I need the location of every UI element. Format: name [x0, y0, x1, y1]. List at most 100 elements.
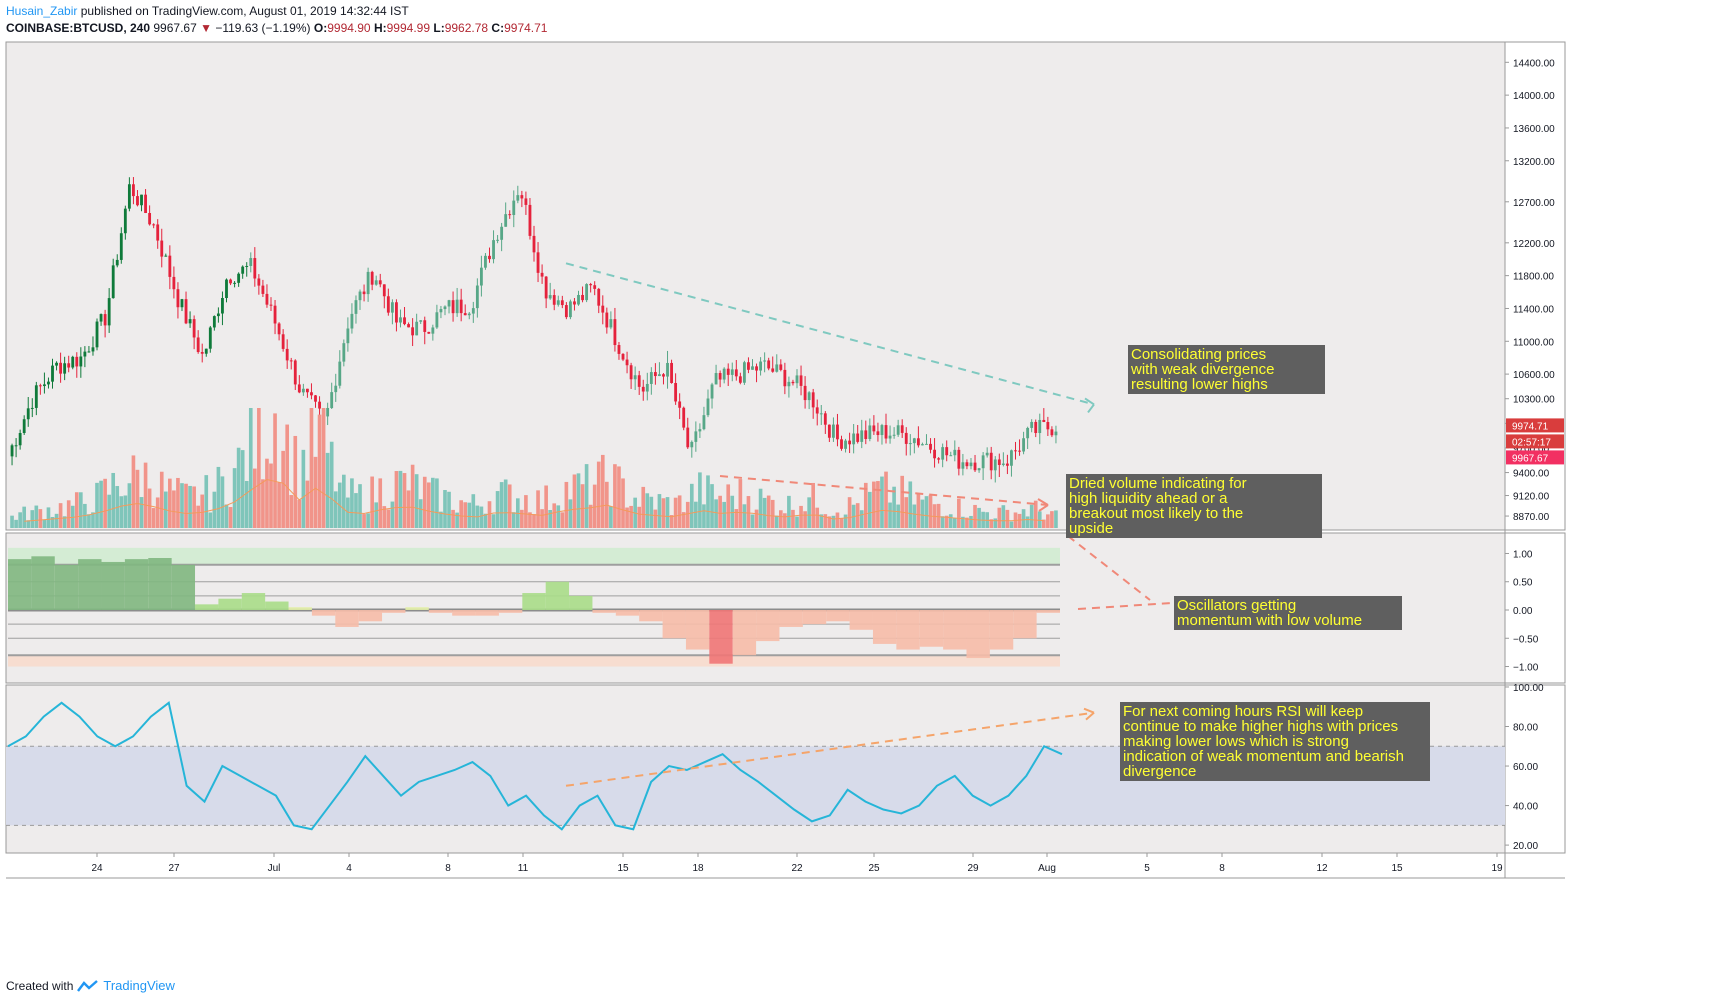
candle-body: [573, 301, 576, 305]
price-pane[interactable]: [6, 42, 1505, 530]
osc-bar: [615, 610, 640, 616]
volume-bar: [1054, 510, 1058, 528]
volume-bar: [916, 493, 921, 528]
price-tick-label: 11000.00: [1513, 337, 1554, 348]
osc-bar: [989, 610, 1014, 650]
rsi-annotation-line: indication of weak momentum and bearish: [1123, 748, 1404, 765]
candle-body: [726, 368, 730, 375]
osc-bar: [452, 610, 476, 616]
osc-bar: [265, 601, 289, 610]
volume-bar: [823, 514, 828, 528]
candle-body: [1050, 429, 1054, 436]
candle-body: [192, 319, 196, 338]
price-tick-label: 8870.00: [1513, 512, 1550, 523]
volume-bar: [273, 413, 277, 528]
candle-body: [601, 305, 605, 313]
volume-bar: [548, 510, 553, 528]
volume-bar: [892, 486, 896, 528]
volume-bar: [722, 501, 726, 528]
candle-body: [318, 401, 321, 409]
volume-bar: [896, 504, 900, 528]
volume-bar: [876, 481, 880, 528]
volume-bar: [613, 464, 617, 528]
volume-bar: [127, 483, 132, 528]
osc-bar: [311, 610, 336, 616]
pane-border: [5, 532, 1566, 684]
volume-bar: [467, 502, 472, 528]
candle-body: [500, 226, 504, 240]
osc-bar: [849, 610, 873, 630]
volume-bar: [649, 496, 654, 528]
price-trendline[interactable]: [565, 262, 1095, 406]
candle-body: [314, 395, 317, 402]
volume-bar: [528, 512, 532, 528]
volume-bar: [734, 509, 739, 528]
candle-body: [1005, 463, 1009, 466]
candle-body: [504, 214, 508, 227]
candle-body: [1034, 421, 1038, 434]
volume-bar: [787, 495, 791, 528]
volume-bar: [99, 480, 103, 528]
volume-bar: [714, 499, 718, 528]
volume-bar: [799, 505, 803, 528]
candle-body: [771, 368, 775, 372]
candle-body: [508, 214, 512, 216]
candle-body: [629, 365, 633, 380]
price-tick-label: 11400.00: [1513, 304, 1554, 315]
tradingview-brand[interactable]: TradingView: [103, 978, 175, 993]
candle-body: [225, 279, 228, 299]
published-text: published on TradingView.com, August 01,…: [80, 4, 409, 18]
candle-body: [552, 295, 556, 305]
rsi-tick-label: 40.00: [1513, 802, 1538, 813]
volume-bar: [1017, 513, 1022, 528]
time-tick-label: 18: [692, 863, 704, 874]
candle-body: [714, 373, 718, 385]
candle-body: [694, 431, 698, 442]
candle-body: [532, 235, 536, 253]
author-link[interactable]: Husain_Zabir: [6, 4, 78, 18]
osc-bar: [756, 610, 780, 642]
volume-bar: [54, 513, 59, 528]
candle-body: [180, 299, 184, 308]
candle-body: [540, 272, 544, 277]
candle-body: [682, 407, 686, 428]
osc-bar: [919, 610, 944, 647]
open-value: 9994.90: [327, 21, 371, 35]
candle-body: [301, 388, 305, 393]
candle-body: [257, 278, 261, 286]
osc-bar: [569, 595, 593, 610]
rsi-tick-label: 100.00: [1513, 683, 1544, 694]
candle-body: [617, 345, 621, 354]
rsi-trendline[interactable]: [565, 711, 1095, 787]
candle-body: [91, 347, 95, 352]
candle-body: [993, 459, 997, 471]
time-axis[interactable]: [6, 853, 1505, 878]
osc-bar: [31, 556, 55, 610]
volume-bar: [30, 510, 35, 528]
candle-body: [350, 313, 354, 329]
volume-bar: [710, 484, 714, 528]
candle-body: [362, 291, 366, 295]
candle-body: [463, 313, 467, 316]
candle-body: [370, 271, 374, 285]
rsi-line[interactable]: [7, 701, 1063, 831]
volume-bar: [831, 515, 836, 528]
candle-body: [815, 407, 819, 414]
candle-body: [949, 455, 953, 457]
volume-bar: [123, 495, 128, 528]
volume-bar: [872, 481, 876, 528]
symbol-label: COINBASE:BTCUSD, 240: [6, 21, 151, 35]
rsi-annotation[interactable]: For next coming hours RSI will keepconti…: [1120, 702, 1430, 781]
volume-bar: [944, 515, 949, 528]
volume-bar: [532, 514, 536, 528]
candle-body: [176, 289, 180, 308]
candle-body: [621, 353, 625, 360]
volume-bar: [34, 505, 39, 528]
candle-body: [840, 439, 843, 449]
trendline-arrowhead: [1084, 397, 1095, 414]
rsi-tick-label: 20.00: [1513, 841, 1538, 852]
